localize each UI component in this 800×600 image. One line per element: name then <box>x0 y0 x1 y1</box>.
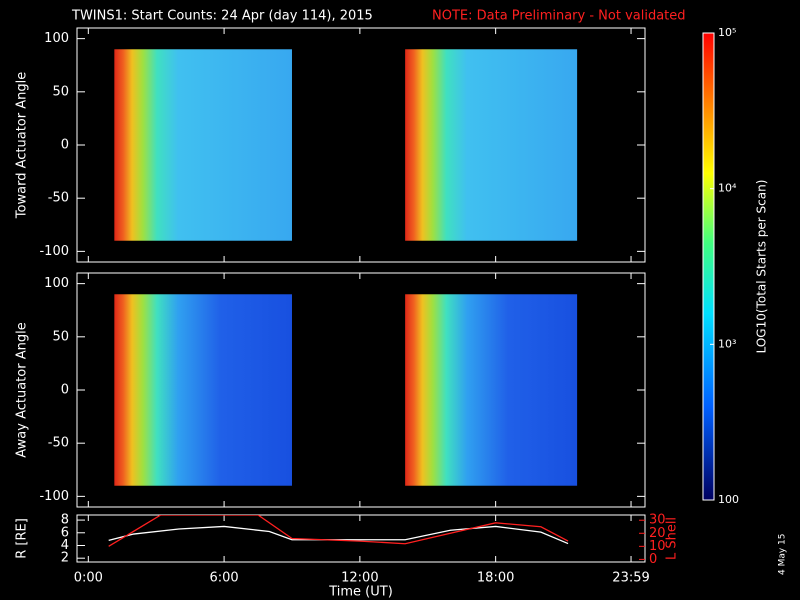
y2-tick-label: 20 <box>649 526 666 541</box>
x-tick-label: 0:00 <box>74 571 103 586</box>
panel-frame <box>76 514 646 563</box>
heatmap-block <box>405 49 578 241</box>
y2-tick-label: 30 <box>649 513 666 528</box>
y-axis-label: Away Actuator Angle <box>15 322 30 457</box>
y-tick-label: 0 <box>61 138 69 153</box>
heatmap-block <box>114 294 292 486</box>
series-line <box>108 525 569 545</box>
x-tick-label: 23:59 <box>612 571 649 586</box>
y-tick-label: 100 <box>44 276 69 291</box>
colorbar-tick-label: 10⁴ <box>718 182 737 195</box>
y-tick-label: 0 <box>61 383 69 398</box>
y-tick-label: 100 <box>44 31 69 46</box>
y-tick-label: 6 <box>61 525 69 540</box>
y-tick-label: -100 <box>39 489 69 504</box>
y-tick-label: -100 <box>39 244 69 259</box>
y-tick-label: 2 <box>61 551 69 566</box>
colorbar <box>702 32 715 501</box>
y-tick-label: -50 <box>48 191 69 206</box>
x-tick-label: 18:00 <box>477 571 514 586</box>
colorbar-tick-label: 10³ <box>718 337 736 350</box>
y-tick-label: -50 <box>48 436 69 451</box>
date-stamp: 4 May 15 <box>778 533 788 575</box>
y-tick-label: 50 <box>52 84 69 99</box>
colorbar-tick-label: 10⁵ <box>718 26 736 39</box>
y-tick-label: 4 <box>61 538 69 553</box>
y2-tick-label: 0 <box>649 552 657 567</box>
x-axis-label: Time (UT) <box>328 585 393 600</box>
y-tick-label: 50 <box>52 329 69 344</box>
y-axis-label: R [RE] <box>15 518 30 559</box>
y-tick-label: 8 <box>61 513 69 528</box>
x-tick-label: 12:00 <box>341 571 378 586</box>
title: TWINS1: Start Counts: 24 Apr (day 114), … <box>71 9 373 24</box>
y2-tick-label: 10 <box>649 539 666 554</box>
note: NOTE: Data Preliminary - Not validated <box>432 9 686 24</box>
heatmap-block <box>405 294 578 486</box>
series-line <box>108 515 569 547</box>
x-tick-label: 6:00 <box>209 571 238 586</box>
y2-axis-label: L Shell <box>665 517 680 560</box>
colorbar-tick-label: 100 <box>718 493 739 506</box>
y-axis-label: Toward Actuator Angle <box>15 72 30 219</box>
colorbar-label: LOG10(Total Starts per Scan) <box>755 180 769 354</box>
heatmap-block <box>114 49 292 241</box>
